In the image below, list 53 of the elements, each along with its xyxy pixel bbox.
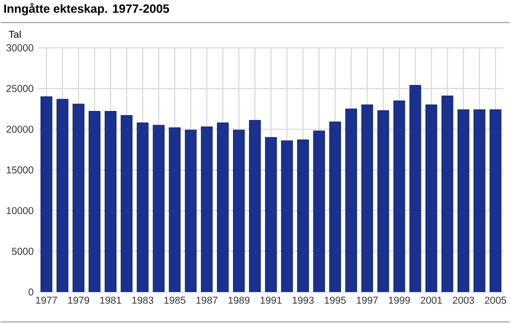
y-axis-title: Tal — [8, 30, 21, 38]
bar — [56, 98, 68, 292]
chart-title: Inngåtte ekteskap. 1977-2005 — [4, 2, 170, 16]
bar — [249, 120, 261, 292]
bar — [313, 130, 325, 292]
bar — [233, 130, 245, 292]
x-tick-label: 1991 — [260, 296, 282, 304]
bar — [265, 137, 277, 292]
bar — [377, 110, 390, 292]
bar — [490, 109, 502, 292]
bar — [168, 127, 181, 292]
bar — [216, 122, 229, 292]
x-tick-label: 1993 — [292, 296, 314, 304]
bar — [474, 109, 486, 292]
bar — [425, 104, 438, 292]
bar — [120, 115, 132, 292]
x-tick-label: 1983 — [132, 296, 154, 304]
bar — [393, 100, 406, 292]
bar — [442, 96, 454, 292]
x-tick-label: 1981 — [100, 296, 122, 304]
bar — [297, 140, 309, 292]
bar — [184, 130, 197, 292]
bar — [40, 96, 52, 292]
x-tick-label: 2001 — [420, 296, 442, 304]
bar — [88, 111, 100, 292]
x-tick-label: 2005 — [484, 296, 506, 304]
bar — [458, 109, 470, 292]
y-tick-label: 30000 — [6, 44, 34, 52]
x-tick-label: 1995 — [324, 296, 346, 304]
y-tick-label: 0 — [28, 288, 34, 296]
x-tick-label: 1987 — [196, 296, 218, 304]
x-tick-label: 1985 — [164, 296, 186, 304]
bar — [281, 140, 293, 292]
y-tick-label: 5000 — [12, 248, 34, 255]
x-tick-label: 1999 — [388, 296, 410, 304]
bar — [72, 104, 84, 292]
x-tick-label: 1997 — [356, 296, 378, 304]
x-tick-label: 2003 — [452, 296, 474, 304]
y-tick-label: 15000 — [6, 166, 34, 174]
y-tick-label: 20000 — [6, 126, 34, 133]
bar — [152, 124, 165, 292]
x-tick-label: 1977 — [36, 296, 58, 304]
y-tick-label: 10000 — [6, 207, 34, 214]
bar — [104, 111, 116, 292]
x-tick-label: 1979 — [68, 296, 90, 304]
bar — [329, 122, 341, 292]
y-tick-label: 25000 — [6, 85, 34, 92]
bar — [409, 85, 422, 292]
bar — [136, 122, 149, 292]
bar — [361, 104, 374, 292]
bar — [200, 126, 213, 292]
x-tick-label: 1989 — [228, 296, 250, 304]
bar — [345, 108, 358, 292]
